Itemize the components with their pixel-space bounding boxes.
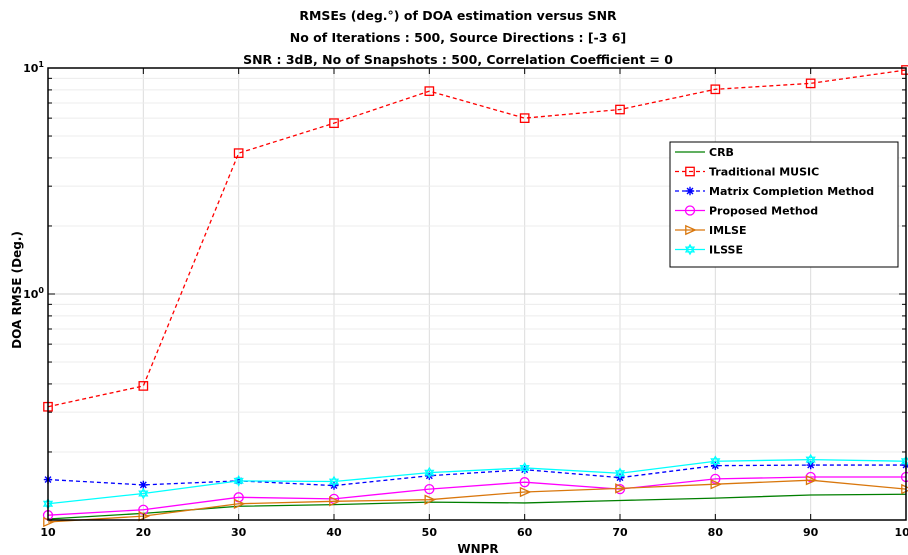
data-point — [233, 498, 246, 509]
x-tick-label: 80 — [708, 526, 724, 539]
data-point — [329, 118, 339, 129]
data-point — [520, 465, 529, 474]
data-point — [329, 496, 341, 507]
y-tick-label: 100 — [23, 286, 44, 301]
legend-entry: Matrix Completion Method — [675, 185, 874, 198]
data-point — [233, 477, 244, 487]
data-point — [519, 486, 532, 498]
x-tick-label: 60 — [517, 526, 533, 539]
data-point — [424, 86, 435, 96]
x-tick-label: 40 — [326, 526, 342, 539]
legend-entry: Traditional MUSIC — [675, 166, 819, 179]
legend-marker — [685, 186, 695, 196]
legend-marker — [685, 224, 697, 236]
data-point — [805, 475, 818, 486]
data-point — [615, 483, 627, 494]
legend-marker — [684, 246, 696, 256]
data-point — [710, 473, 721, 485]
data-point — [614, 470, 626, 480]
data-point — [138, 487, 149, 497]
series-line — [47, 464, 906, 487]
legend-entry: IMLSE — [675, 224, 747, 237]
data-point — [710, 455, 721, 465]
legend-marker — [685, 166, 695, 177]
x-axis-ticks: 10 20 30 40 50 60 70 80 90 100 — [40, 68, 908, 539]
x-tick-label: 90 — [803, 526, 819, 539]
series-line — [47, 69, 907, 408]
data-point — [424, 494, 437, 505]
series-layer — [42, 65, 908, 528]
legend-entry: Proposed Method — [675, 205, 818, 218]
data-point — [328, 478, 340, 488]
data-point — [805, 78, 816, 89]
data-point — [138, 490, 149, 500]
grid-lines — [47, 68, 907, 521]
data-point — [138, 381, 149, 391]
series-line — [47, 476, 906, 516]
series-line — [47, 479, 907, 523]
series-line — [47, 458, 907, 505]
data-point — [424, 469, 435, 479]
x-tick-label: 20 — [136, 526, 152, 539]
legend-label: Proposed Method — [709, 205, 818, 218]
legend-label: ILSSE — [709, 244, 743, 257]
legend-box — [669, 141, 899, 268]
x-tick-label: 70 — [612, 526, 628, 539]
data-point — [519, 113, 530, 123]
y-axis-label: DOA RMSE (Deg.) — [10, 231, 24, 349]
legend: CRB Traditional MUSIC Matrix Completion Me… — [669, 141, 899, 268]
legend-label: IMLSE — [709, 224, 747, 237]
legend-entry: ILSSE — [675, 244, 743, 257]
data-point — [139, 480, 148, 490]
data-point — [710, 458, 721, 468]
data-point — [805, 453, 816, 463]
data-point — [425, 471, 434, 480]
data-point — [424, 483, 435, 495]
legend-marker — [684, 205, 696, 216]
data-point — [805, 456, 816, 466]
chart-title-line-3: SNR : 3dB, No of Snapshots : 500, Correl… — [243, 52, 673, 67]
data-point — [424, 466, 435, 476]
legend-label: Traditional MUSIC — [709, 166, 819, 179]
chart-title-group: RMSEs (deg.°) of DOA estimation versus S… — [243, 8, 673, 67]
chart-title-line-2: No of Iterations : 500, Source Direction… — [290, 30, 626, 45]
data-point — [233, 474, 244, 484]
legend-marker — [684, 243, 696, 253]
data-point — [519, 462, 530, 471]
y-tick-label: 101 — [23, 60, 44, 75]
data-point — [233, 148, 244, 158]
legend-label: Matrix Completion Method — [709, 185, 874, 198]
legend-entry: CRB — [675, 146, 734, 159]
data-point — [519, 464, 530, 474]
y-axis-ticks: 100 101 — [23, 60, 906, 521]
x-tick-label: 50 — [422, 526, 438, 539]
x-axis-label: WNPR — [457, 542, 498, 555]
data-point — [614, 467, 626, 477]
series-ilsse — [42, 453, 908, 510]
chart-title-line-1: RMSEs (deg.°) of DOA estimation versus S… — [299, 8, 617, 23]
data-point — [710, 479, 723, 490]
x-tick-label: 100 — [895, 526, 908, 539]
data-point — [710, 84, 721, 95]
data-point — [615, 104, 625, 115]
legend-label: CRB — [709, 146, 734, 159]
x-tick-label: 30 — [231, 526, 247, 539]
data-point — [328, 475, 340, 485]
data-point — [519, 477, 530, 488]
series-traditional-music — [43, 65, 908, 412]
x-tick-label: 10 — [40, 526, 56, 539]
